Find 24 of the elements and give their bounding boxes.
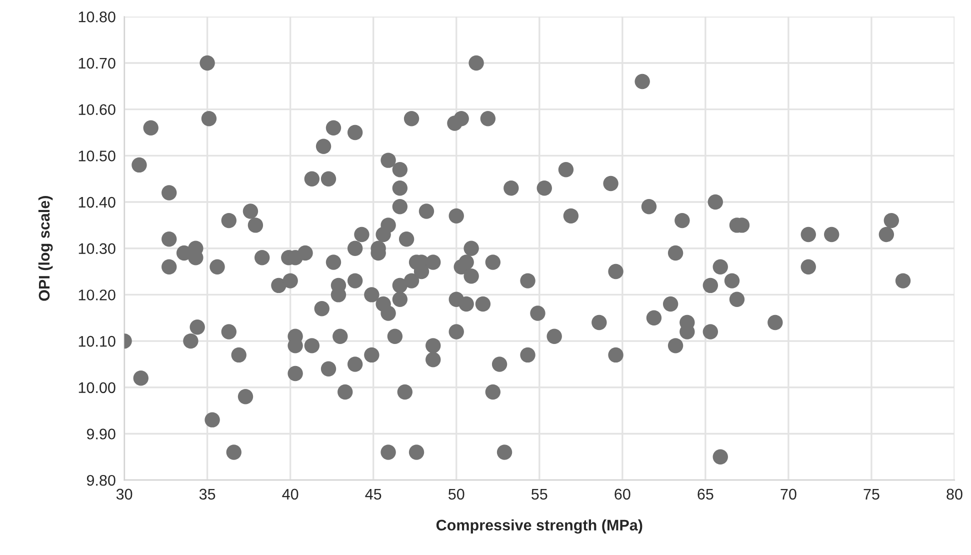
x-tick-label: 80 bbox=[946, 488, 962, 500]
y-tick-label: 10.80 bbox=[78, 12, 116, 22]
x-tick-label: 45 bbox=[365, 488, 382, 500]
y-tick-label: 10.40 bbox=[78, 196, 116, 208]
x-tick-label: 30 bbox=[116, 488, 132, 500]
y-tick-label: 10.70 bbox=[78, 58, 116, 69]
y-tick-label: 10.00 bbox=[78, 382, 116, 394]
y-tick-label: 10.10 bbox=[78, 336, 116, 347]
y-tick-label: 9.90 bbox=[86, 428, 116, 440]
y-tick-label: 10.30 bbox=[78, 243, 116, 254]
x-tick-label: 50 bbox=[448, 488, 464, 500]
y-tick-label: 9.80 bbox=[86, 474, 116, 486]
x-tick-label: 65 bbox=[698, 488, 714, 500]
x-tick-label: 60 bbox=[614, 488, 630, 500]
x-tick-label: 35 bbox=[199, 488, 216, 500]
x-tick-label: 55 bbox=[532, 488, 548, 500]
y-tick-label: 10.50 bbox=[78, 150, 116, 162]
y-tick-label: 10.20 bbox=[78, 290, 116, 300]
x-tick-label: 40 bbox=[282, 488, 298, 500]
y-axis-title: OPI (log scale) bbox=[38, 196, 53, 301]
x-tick-label: 70 bbox=[780, 488, 796, 500]
x-tick-label: 75 bbox=[864, 488, 880, 500]
y-tick-label: 10.60 bbox=[78, 104, 116, 116]
x-axis-title: Compressive strength (MPa) bbox=[436, 519, 642, 534]
